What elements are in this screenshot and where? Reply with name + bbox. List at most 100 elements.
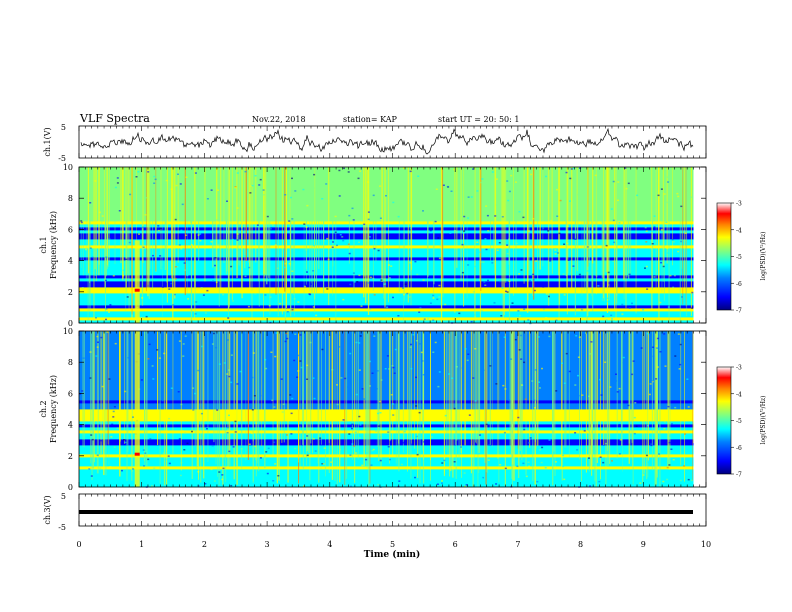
spectrogram-streak — [171, 167, 173, 279]
spectrogram-streak — [668, 167, 670, 323]
spectrogram-streak — [596, 331, 598, 463]
spectrogram-streak — [591, 331, 593, 458]
spectrogram-speckle — [558, 469, 561, 471]
spectrogram-streak — [460, 167, 462, 281]
spectrogram-speckle — [686, 371, 689, 373]
spectrogram-speckle — [529, 219, 532, 222]
spectrogram-streak — [567, 167, 569, 274]
spectrogram-streak — [398, 331, 400, 472]
spectrogram-speckle — [114, 342, 117, 345]
spectrogram-speckle — [168, 288, 171, 290]
spectrogram-speckle — [441, 482, 443, 484]
spectrogram-speckle — [570, 272, 573, 274]
spectrogram-streak — [474, 167, 476, 322]
spectrogram-streak — [419, 331, 421, 484]
spectrogram-speckle — [392, 296, 394, 299]
spectrogram-speckle — [574, 189, 577, 191]
spectrogram-speckle — [538, 381, 540, 383]
colorbar-tick-label: -3 — [736, 201, 742, 208]
spectrogram-speckle — [435, 188, 438, 190]
spectrogram-streak — [216, 167, 218, 290]
spectrogram-speckle — [232, 446, 235, 448]
spectrogram-speckle — [569, 200, 571, 202]
spectrogram-speckle — [389, 458, 391, 461]
spectrogram-speckle — [650, 380, 653, 382]
spectrogram-speckle — [358, 415, 361, 418]
spectrogram-speckle — [503, 336, 506, 338]
colorbar-tick-label: -3 — [736, 365, 742, 372]
spectrogram-streak — [558, 167, 559, 276]
spectrogram-speckle — [199, 233, 202, 235]
spectrogram-streak — [303, 167, 305, 309]
spectrogram-band — [79, 260, 694, 264]
spectrogram-streak — [162, 167, 163, 317]
spectrogram-speckle — [612, 260, 615, 262]
spectrogram-streak — [122, 167, 124, 279]
spectrogram-speckle — [420, 351, 423, 354]
spectrogram-streak — [278, 331, 280, 481]
spectrogram-speckle — [672, 241, 675, 243]
spectrogram-speckle — [379, 412, 382, 414]
spectrogram-streak — [648, 331, 649, 461]
spectrogram-speckle — [347, 171, 350, 173]
spectrogram-speckle — [109, 466, 112, 468]
spectrogram-speckle — [159, 255, 162, 257]
spectrogram-streak — [651, 167, 653, 311]
spectrogram-speckle — [640, 347, 643, 349]
spectrogram-speckle — [672, 459, 675, 461]
spectrogram-streak — [152, 167, 154, 290]
spectrogram-speckle — [108, 378, 111, 380]
spectrogram-streak — [410, 167, 412, 306]
spectrogram-speckle — [349, 454, 352, 456]
spectrogram-band — [79, 373, 694, 377]
spectrogram-speckle — [668, 441, 671, 444]
spectrogram-streak — [104, 167, 106, 293]
spectrogram-streak — [172, 331, 174, 454]
spectrogram-speckle — [537, 336, 540, 338]
spectrogram-speckle — [236, 233, 239, 235]
spectrogram-speckle — [275, 332, 278, 334]
spectrogram-streak — [256, 331, 258, 464]
spectrogram-speckle — [559, 199, 562, 202]
spectrogram-speckle — [250, 185, 253, 187]
spectrogram-speckle — [90, 434, 93, 436]
spectrogram-speckle — [378, 436, 381, 438]
spectrogram-speckle — [96, 346, 99, 348]
spectrogram-speckle — [529, 279, 531, 282]
spectrogram-streak — [217, 331, 219, 477]
spectrogram-streak — [602, 167, 604, 302]
spectrogram-speckle — [656, 366, 659, 368]
spectrogram-speckle — [443, 459, 446, 462]
spectrogram-speckle — [271, 224, 274, 227]
spectrogram-speckle — [234, 186, 237, 189]
spectrogram-speckle — [561, 362, 563, 364]
spectrogram-speckle — [388, 277, 391, 279]
spectrogram-band — [79, 317, 694, 321]
spectrogram-streak — [565, 167, 567, 277]
spectrogram-speckle — [342, 419, 345, 421]
spectrogram-speckle — [306, 204, 309, 207]
spectrogram-speckle — [358, 342, 361, 344]
spectrogram-streak — [443, 331, 445, 477]
spectrogram-streak — [576, 167, 578, 271]
spectrogram-speckle — [674, 355, 677, 357]
spectrogram-speckle — [183, 262, 186, 264]
spectrogram-streak — [477, 331, 479, 487]
spectrogram-streak — [312, 331, 313, 454]
spectrogram-streak — [95, 167, 97, 281]
spectrogram-speckle — [377, 425, 380, 427]
spectrogram-streak — [231, 167, 233, 300]
spectrogram-band — [79, 355, 694, 359]
spectrogram-speckle — [658, 453, 661, 455]
spectrogram-streak — [433, 167, 434, 299]
spectrogram-speckle — [615, 380, 618, 382]
spectrogram-streak — [690, 167, 692, 316]
spectrogram-speckle — [153, 175, 156, 178]
spectrogram-speckle — [410, 343, 412, 346]
spectrogram-streak — [508, 167, 510, 265]
spectrogram-streak — [586, 167, 588, 320]
spectrogram-speckle — [578, 336, 581, 338]
spectrogram-speckle — [204, 312, 207, 314]
spectrogram-streak — [589, 167, 590, 263]
spectrogram-speckle — [520, 269, 523, 271]
